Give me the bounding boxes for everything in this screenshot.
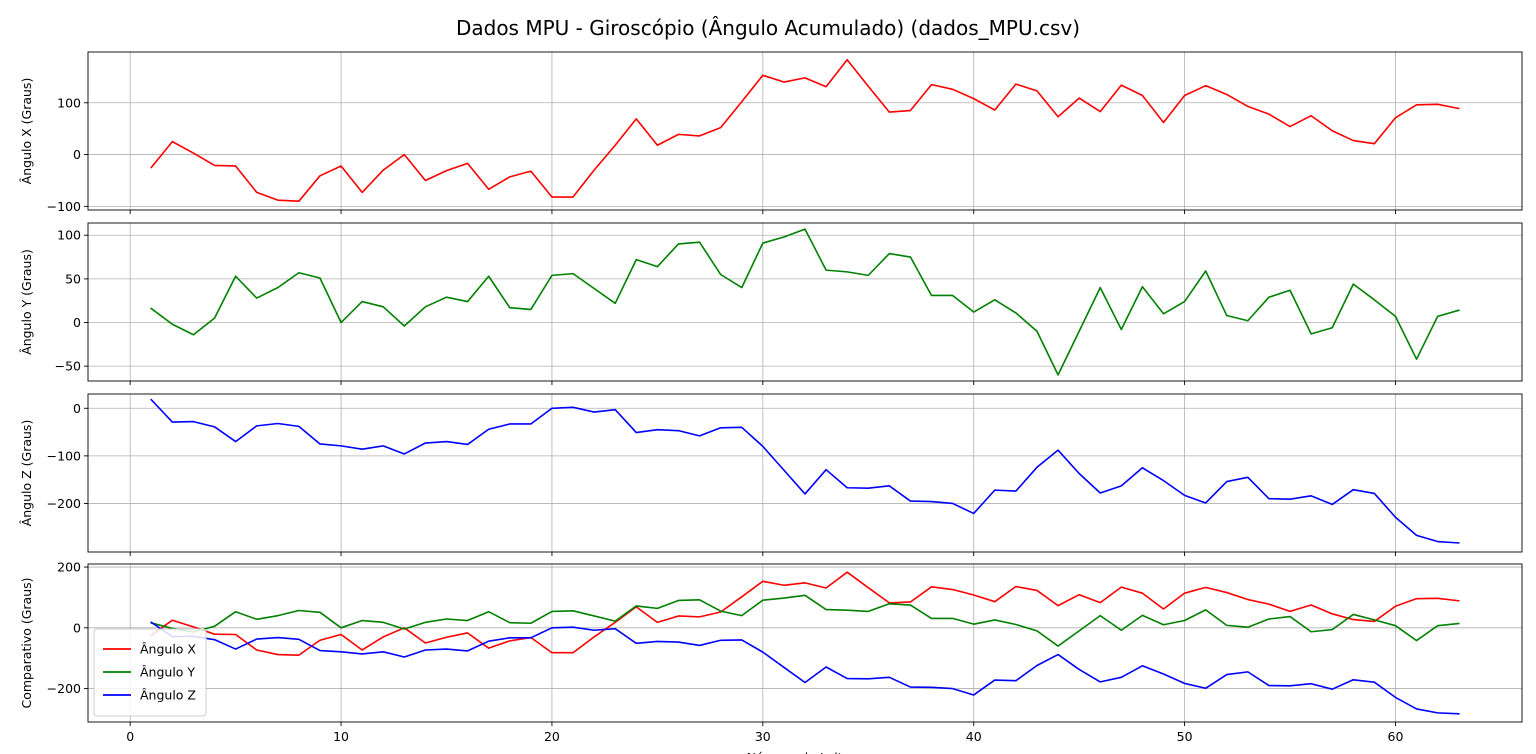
series-line-ângulo-y: [150, 594, 1460, 647]
y-tick-label: −200: [47, 496, 81, 511]
y-tick-label: 50: [65, 271, 81, 286]
y-axis-label: Ângulo Y (Graus): [19, 249, 34, 355]
legend-item: Ângulo X: [103, 642, 196, 657]
y-tick-label: 0: [73, 620, 81, 635]
y-tick-label: 0: [73, 315, 81, 330]
x-axis-label: Número da Leitura: [747, 750, 864, 754]
y-tick-label: −50: [55, 359, 81, 374]
series-line-panel-2: [150, 228, 1460, 376]
axes-frame: [87, 51, 1523, 211]
axes-frame: [87, 563, 1523, 723]
x-tick-label: 20: [544, 729, 560, 744]
x-tick-label: 40: [966, 729, 982, 744]
legend-item: Ângulo Y: [103, 665, 195, 680]
legend-label: Ângulo Z: [140, 688, 196, 703]
subplot-2: −50 0 50 100 Ângulo Y (Graus): [19, 222, 1523, 385]
subplot-1: −100 0 100 Ângulo X (Graus): [19, 51, 1523, 214]
y-tick-label: 0: [73, 147, 81, 162]
x-tick-label: 30: [755, 729, 771, 744]
y-tick-label: −100: [47, 199, 81, 214]
y-tick-label: −200: [47, 681, 81, 696]
series-line-panel-3: [150, 398, 1460, 544]
figure-title: Dados MPU - Giroscópio (Ângulo Acumulado…: [456, 16, 1080, 40]
y-axis-label: Comparativo (Graus): [19, 577, 34, 708]
legend-label: Ângulo X: [140, 642, 196, 657]
y-tick-label: 100: [57, 95, 81, 110]
x-tick-label: 50: [1177, 729, 1193, 744]
series-line-ângulo-z: [150, 621, 1460, 715]
x-tick-label: 10: [333, 729, 349, 744]
series-line-panel-1: [150, 58, 1460, 202]
x-tick-label: 60: [1388, 729, 1404, 744]
y-tick-label: 200: [57, 560, 81, 575]
y-tick-label: −100: [47, 448, 81, 463]
y-axis-label: Ângulo X (Graus): [19, 78, 34, 185]
legend-item: Ângulo Z: [103, 688, 196, 703]
axes-frame: [87, 393, 1523, 553]
series-line-ângulo-x: [150, 571, 1460, 656]
subplot-4: −200 0 200 0 10 20 30 40 50 60 Comparativo (Graus)…: [19, 560, 1523, 754]
subplot-3: −200 −100 0 Ângulo Z (Graus): [19, 393, 1523, 556]
legend-label: Ângulo Y: [140, 665, 195, 680]
legend: Ângulo X Ângulo Y Ângulo Z: [93, 628, 207, 717]
y-axis-label: Ângulo Z (Graus): [19, 420, 34, 527]
y-tick-label: 100: [57, 228, 81, 243]
x-tick-label: 0: [126, 729, 134, 744]
axes-frame: [87, 222, 1523, 382]
y-tick-label: 0: [73, 401, 81, 416]
